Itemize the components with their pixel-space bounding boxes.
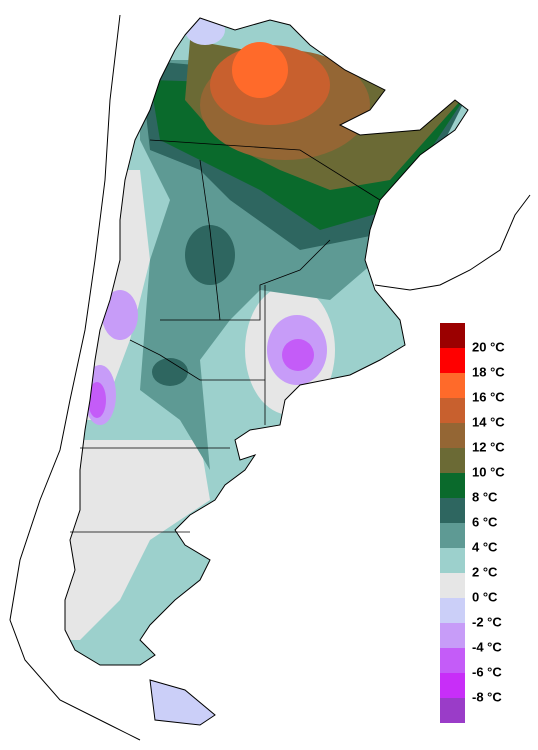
- legend-label: 4 °C: [472, 539, 498, 554]
- legend-swatch: [440, 398, 465, 423]
- legend-label: -8 °C: [472, 689, 502, 704]
- legend-swatch: [440, 573, 465, 598]
- legend-swatch: [440, 348, 465, 373]
- country-outline: [64, 17, 469, 726]
- legend-label: 16 °C: [472, 389, 505, 404]
- legend-label: 18 °C: [472, 364, 505, 379]
- legend-swatch: [440, 673, 465, 698]
- legend-label: -2 °C: [472, 614, 502, 629]
- legend-label: -6 °C: [472, 664, 502, 679]
- legend-swatch: [440, 473, 465, 498]
- legend-swatch: [440, 373, 465, 398]
- neighbour-coastlines: [9, 14, 531, 741]
- legend: 20 °C 18 °C 16 °C 14 °C 12 °C 10 °C 8 °C 6 °C 4 …: [440, 323, 505, 723]
- legend-swatch: [440, 648, 465, 673]
- legend-swatch: [440, 523, 465, 548]
- legend-label: 14 °C: [472, 414, 505, 429]
- legend-label: -4 °C: [472, 639, 502, 654]
- legend-label: 6 °C: [472, 514, 498, 529]
- legend-swatch: [440, 623, 465, 648]
- legend-swatch: [440, 323, 465, 348]
- legend-label: 20 °C: [472, 339, 505, 354]
- legend-label: 2 °C: [472, 564, 498, 579]
- legend-swatch: [440, 548, 465, 573]
- legend-swatch: [440, 448, 465, 473]
- province-borders: [70, 139, 381, 533]
- legend-label: 8 °C: [472, 489, 498, 504]
- legend-swatch: [440, 498, 465, 523]
- legend-label: 0 °C: [472, 589, 498, 604]
- legend-label: 10 °C: [472, 464, 505, 479]
- legend-label: 12 °C: [472, 439, 505, 454]
- legend-swatch: [440, 598, 465, 623]
- legend-swatch: [440, 698, 465, 723]
- legend-swatch: [440, 423, 465, 448]
